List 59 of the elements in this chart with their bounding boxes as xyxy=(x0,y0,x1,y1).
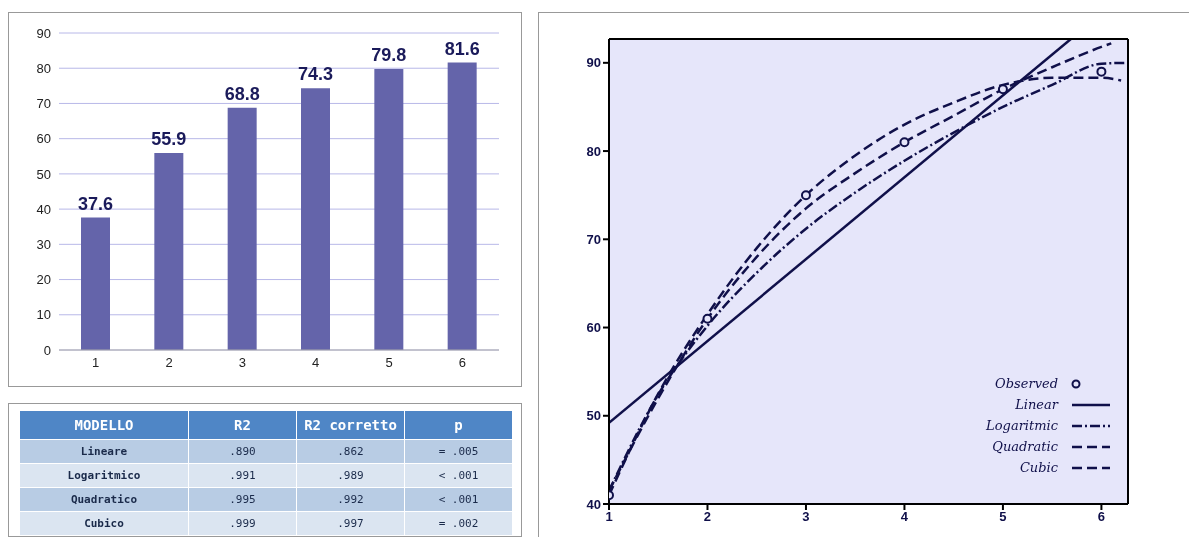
text: .991 xyxy=(188,463,297,488)
text: Lineare xyxy=(19,439,189,464)
y-tick-label: 40 xyxy=(36,201,51,217)
data-label: 74.3 xyxy=(297,64,334,85)
text: = .005 xyxy=(404,439,513,464)
x-tick-label: 2 xyxy=(703,509,712,525)
x-tick-label: 4 xyxy=(900,509,909,525)
x-tick-label: 1 xyxy=(605,509,613,525)
legend-label: Observed xyxy=(995,376,1058,391)
data-label: 37.6 xyxy=(77,193,114,214)
data-label: 68.8 xyxy=(224,83,260,104)
text: .995 xyxy=(188,487,297,512)
legend-label: Linear xyxy=(1015,397,1058,412)
y-tick-label: 60 xyxy=(36,131,51,147)
y-tick-label: 80 xyxy=(36,60,51,76)
x-tick-label: 5 xyxy=(999,509,1007,525)
text: = .002 xyxy=(404,511,513,536)
text: .989 xyxy=(296,463,405,488)
y-tick-label: 60 xyxy=(586,320,601,336)
text: < .001 xyxy=(404,487,513,512)
legend-label: Logaritmic xyxy=(986,418,1058,433)
text: Logaritmico xyxy=(19,463,189,488)
text: Quadratico xyxy=(19,487,189,512)
text: p xyxy=(404,410,513,440)
y-tick-label: 30 xyxy=(36,236,51,252)
y-tick-label: 90 xyxy=(586,55,601,71)
y-tick-label: 20 xyxy=(36,272,51,288)
legend-label: Cubic xyxy=(1019,460,1058,475)
text: .862 xyxy=(296,439,405,464)
text: .992 xyxy=(296,487,405,512)
y-tick-label: 10 xyxy=(36,307,51,323)
data-label: 81.6 xyxy=(444,38,480,59)
x-tick-label: 6 xyxy=(458,355,466,371)
y-tick-label: 90 xyxy=(36,25,51,41)
x-tick-label: 4 xyxy=(312,355,320,371)
y-tick-label: 50 xyxy=(36,166,51,182)
x-tick-label: 1 xyxy=(92,355,100,371)
text: .890 xyxy=(188,439,297,464)
x-tick-label: 6 xyxy=(1097,509,1106,525)
text: R2 corretto xyxy=(296,410,405,440)
y-tick-label: 50 xyxy=(586,408,601,424)
x-tick-label: 2 xyxy=(165,355,173,371)
legend-label: Quadratic xyxy=(992,439,1058,454)
data-label: 79.8 xyxy=(371,44,407,65)
y-tick-label: 40 xyxy=(586,496,601,512)
text: < .001 xyxy=(404,463,513,488)
x-tick-label: 3 xyxy=(802,509,810,525)
text: R2 xyxy=(188,410,297,440)
text: .997 xyxy=(296,511,405,536)
text: Cubico xyxy=(19,511,189,536)
y-tick-label: 80 xyxy=(586,143,601,159)
text: .999 xyxy=(188,511,297,536)
data-label: 55.9 xyxy=(151,129,187,150)
y-tick-label: 70 xyxy=(586,231,601,247)
y-tick-label: 70 xyxy=(36,96,51,112)
y-tick-label: 0 xyxy=(43,342,51,358)
x-tick-label: 5 xyxy=(385,355,393,371)
x-tick-label: 3 xyxy=(238,355,246,371)
text: MODELLO xyxy=(19,410,189,440)
